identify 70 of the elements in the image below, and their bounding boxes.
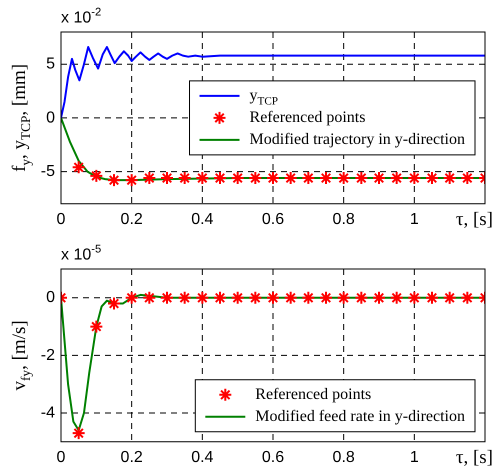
y-axis-title: vfy, [m/s] [8,320,34,390]
point [284,290,298,305]
point [195,290,210,305]
point [266,290,280,305]
point [266,171,280,186]
point [178,290,192,305]
point [89,168,104,183]
point [230,290,245,305]
point [460,290,474,305]
point [336,171,351,186]
point [248,171,262,186]
point [284,171,298,186]
point [213,171,227,186]
point [248,290,262,305]
point [372,171,386,186]
y-tick-label: -5 [40,162,56,180]
point [319,290,333,305]
point [107,173,121,188]
point [89,320,104,334]
point [354,290,368,305]
x-axis-title: τ, [s] [456,208,494,230]
point [124,173,139,188]
x-tick-label: 0.4 [191,448,214,466]
point [178,171,192,186]
point [301,171,316,186]
point [407,171,422,186]
point [142,171,156,186]
x-tick-label: 0.6 [262,210,284,228]
point [230,171,245,186]
x-tick-label: 0.8 [332,448,355,466]
x-tick-label: 1 [410,210,419,228]
point [195,171,210,186]
x-tick-label: 0.2 [120,448,143,466]
point [142,290,156,305]
point [390,290,404,305]
point [425,290,439,305]
point [354,171,368,186]
x-tick-label: 0.8 [332,210,355,228]
point [107,296,121,311]
point [160,290,174,305]
point [390,171,404,186]
point [72,426,86,440]
point [213,290,227,305]
point [372,290,386,305]
legend-label: Modified trajectory in y-direction [250,131,465,148]
point [301,290,316,305]
y-tick-label: 0 [46,109,56,126]
y-tick-label: 5 [46,56,56,73]
point [124,290,139,305]
point [336,290,351,305]
y-tick-label: -4 [40,404,56,422]
y-tick-label: -2 [40,346,56,364]
y-tick-label: 0 [46,289,56,306]
legend-label: Modified feed rate in y-direction [255,408,466,426]
x-tick-label: 0.4 [191,210,214,228]
point [442,290,457,305]
x-tick-label: 1 [410,448,419,466]
point [442,171,457,186]
point [407,290,422,305]
legend-label: Referenced points [250,109,366,126]
point [160,171,174,186]
legend-label: Referenced points [255,386,372,404]
point [72,160,86,174]
point [319,171,333,186]
x-tick-label: 0.6 [262,448,284,466]
point [460,171,474,186]
y-axis-title: fy, yTCP, [mm] [8,64,34,172]
point [425,171,439,186]
x-tick-label: 0.2 [120,210,143,228]
x-axis-title: τ, [s] [456,446,494,468]
